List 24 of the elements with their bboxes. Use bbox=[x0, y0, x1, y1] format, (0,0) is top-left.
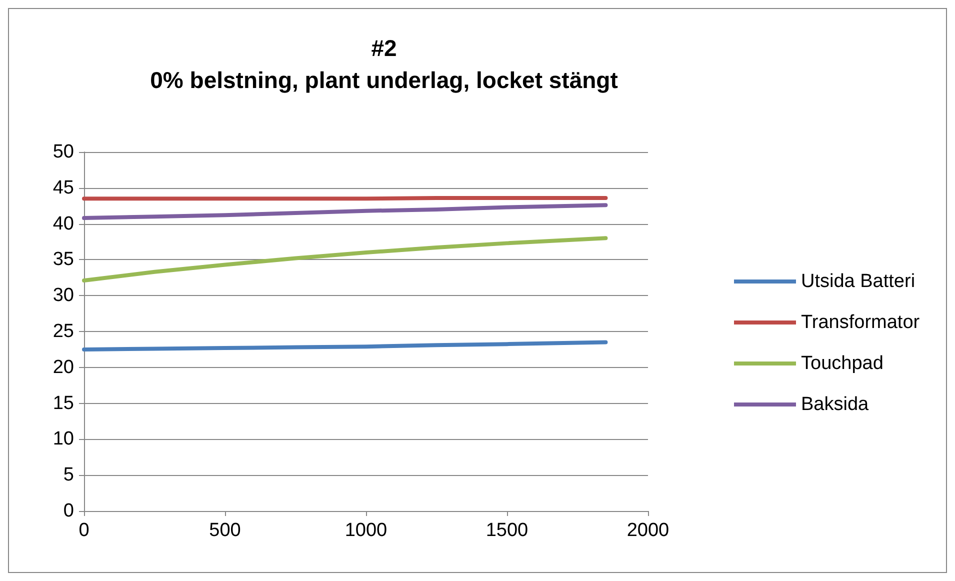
legend-label: Utsida Batteri bbox=[801, 271, 916, 292]
y-tick-label: 35 bbox=[52, 249, 74, 270]
y-tick-label: 50 bbox=[52, 142, 74, 162]
x-tick-label: 0 bbox=[78, 520, 90, 541]
y-tick-label: 25 bbox=[52, 321, 74, 342]
y-tick-label: 40 bbox=[52, 213, 74, 234]
line-series bbox=[82, 340, 608, 352]
y-tick-label: 5 bbox=[63, 464, 74, 486]
legend-label: Touchpad bbox=[801, 353, 884, 374]
y-tick-label: 0 bbox=[63, 500, 74, 522]
x-tick-label: 500 bbox=[209, 520, 241, 541]
line-series bbox=[82, 236, 608, 283]
chart-title: #2 0% belstning, plant underlag, locket stängt bbox=[150, 35, 618, 93]
y-tick-label: 10 bbox=[52, 428, 74, 450]
legend-label: Transformator bbox=[801, 312, 920, 333]
x-tick-label: 2000 bbox=[626, 520, 670, 541]
y-tick-label: 30 bbox=[52, 285, 74, 306]
x-tick-label: 1500 bbox=[486, 520, 528, 541]
legend-label: Baksida bbox=[801, 394, 870, 415]
y-tick-label: 15 bbox=[52, 392, 74, 414]
y-tick-label: 45 bbox=[52, 177, 74, 198]
line-series bbox=[82, 203, 608, 220]
y-tick-label: 20 bbox=[52, 356, 74, 378]
x-tick-label: 1000 bbox=[344, 520, 388, 541]
